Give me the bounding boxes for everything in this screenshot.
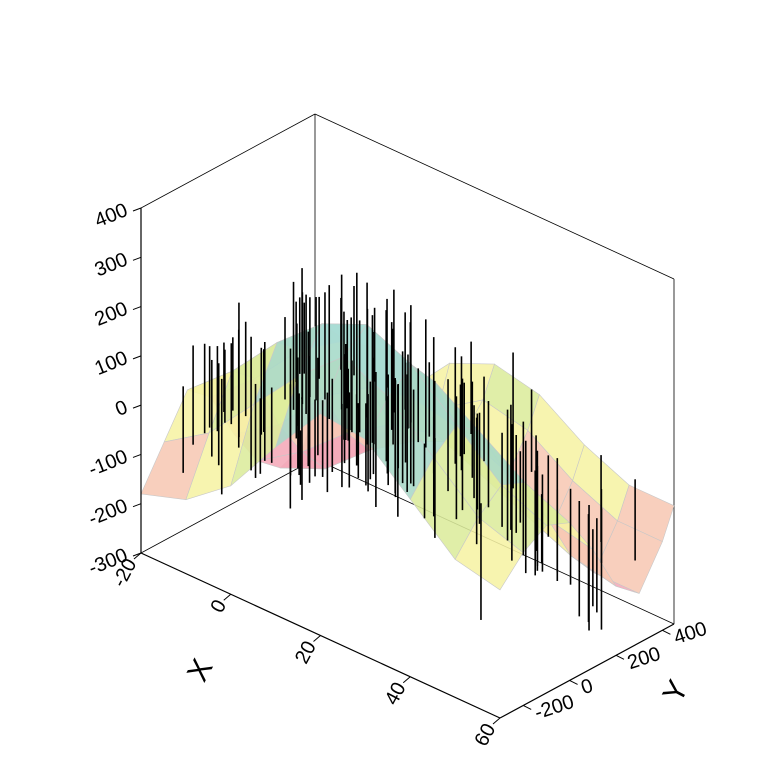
z-axis-tick-label: -200 — [86, 495, 131, 530]
y-axis-tick-label: 400 — [671, 618, 710, 649]
x-axis-tick — [313, 635, 321, 642]
frame-edge — [140, 113, 316, 209]
x-axis-tick — [223, 593, 232, 601]
frame-edge — [140, 458, 316, 554]
x-axis-tick-label: 20 — [291, 638, 321, 668]
z-axis-tick-label: -100 — [86, 446, 131, 481]
z-axis-tick — [132, 306, 142, 311]
z-axis-tick-label: 400 — [92, 199, 131, 232]
z-axis-tick — [132, 453, 142, 458]
y-axis-title: Y — [657, 675, 696, 708]
x-axis-title: X — [181, 654, 220, 687]
x-axis-tick-label: 0 — [207, 596, 232, 616]
z-axis-tick-label: 100 — [92, 347, 131, 380]
x-axis-tick-label: 40 — [381, 679, 411, 709]
frame-edge — [314, 113, 675, 280]
x-axis-tick — [133, 552, 142, 560]
z-axis-tick — [132, 355, 142, 360]
drop-lines — [182, 268, 636, 631]
x-axis-tick — [402, 676, 411, 684]
x-axis-tick — [492, 717, 501, 725]
z-axis-tick — [132, 404, 142, 409]
y-axis-tick — [662, 629, 671, 635]
z-axis-tick-label: 0 — [112, 396, 131, 421]
z-axis-tick — [132, 207, 142, 212]
x-axis-tick-label: 60 — [471, 720, 501, 750]
y-axis-line — [499, 623, 675, 719]
z-axis-tick — [132, 256, 142, 261]
z-axis-tick — [132, 503, 142, 508]
y-axis-tick — [522, 705, 532, 710]
y-axis-tick — [615, 654, 625, 660]
y-axis-tick-label: 0 — [578, 675, 595, 699]
y-axis-tick — [569, 679, 578, 685]
y-axis-tick-label: -200 — [532, 691, 577, 724]
z-axis-tick-label: 200 — [92, 298, 131, 331]
z-axis-tick-label: 300 — [92, 249, 131, 282]
